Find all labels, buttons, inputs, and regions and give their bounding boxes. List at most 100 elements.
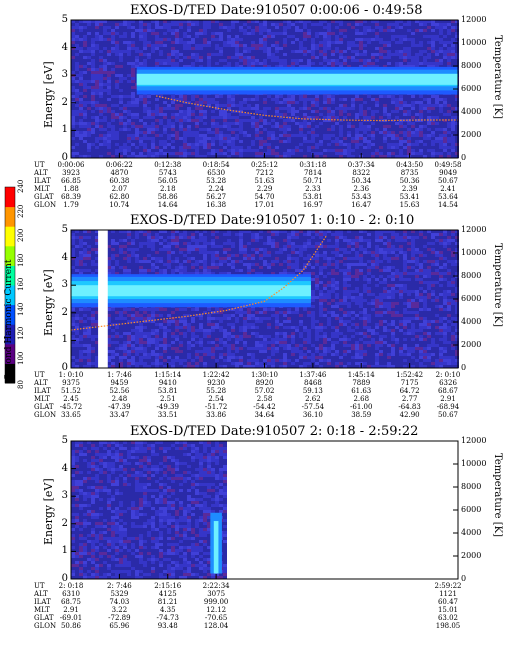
noise-cell [199, 146, 203, 149]
noise-cell [447, 140, 451, 143]
noise-cell [431, 113, 435, 116]
noise-cell [439, 134, 443, 137]
noise-cell [127, 29, 131, 32]
noise-cell [271, 137, 275, 140]
noise-cell [259, 152, 263, 155]
ephemeris-cell: 6530 [207, 169, 226, 177]
noise-cell [127, 113, 131, 116]
ephemeris-cell: 0:25:12 [251, 161, 278, 169]
noise-cell [435, 152, 439, 155]
noise-cell [87, 101, 91, 104]
noise-cell [115, 104, 119, 107]
noise-cell [327, 23, 331, 26]
noise-cell [127, 98, 131, 101]
noise-cell [99, 56, 103, 59]
noise-cell [139, 59, 143, 62]
noise-cell [235, 140, 239, 143]
noise-cell [91, 89, 95, 92]
noise-cell [323, 26, 327, 29]
ytick-right-label: 10000 [461, 38, 487, 47]
noise-cell [87, 347, 91, 350]
noise-cell [307, 20, 311, 23]
noise-cell [71, 242, 75, 245]
noise-cell [127, 26, 131, 29]
noise-cell [295, 62, 299, 65]
noise-cell [359, 23, 363, 26]
noise-cell [239, 134, 243, 137]
noise-cell [287, 50, 291, 53]
noise-cell [231, 140, 235, 143]
noise-cell [71, 50, 75, 53]
noise-cell [307, 137, 311, 140]
noise-cell [167, 137, 171, 140]
noise-cell [271, 101, 275, 104]
noise-cell [183, 107, 187, 110]
noise-cell [175, 65, 179, 68]
noise-cell [119, 98, 123, 101]
noise-cell [91, 35, 95, 38]
noise-cell [439, 152, 443, 155]
noise-cell [395, 107, 399, 110]
noise-cell [199, 20, 203, 23]
noise-cell [367, 32, 371, 35]
noise-cell [431, 38, 435, 41]
noise-cell [119, 92, 123, 95]
noise-cell [107, 89, 111, 92]
noise-cell [387, 20, 391, 23]
noise-cell [243, 38, 247, 41]
noise-cell [243, 35, 247, 38]
noise-cell [79, 146, 83, 149]
noise-cell [287, 134, 291, 137]
noise-cell [91, 140, 95, 143]
noise-cell [351, 65, 355, 68]
noise-cell [443, 95, 447, 98]
noise-cell [91, 155, 95, 158]
noise-cell [107, 50, 111, 53]
noise-cell [139, 32, 143, 35]
noise-cell [379, 128, 383, 131]
noise-cell [251, 107, 255, 110]
noise-cell [143, 140, 147, 143]
noise-cell [255, 146, 259, 149]
noise-cell [87, 359, 91, 362]
noise-cell [303, 41, 307, 44]
noise-cell [95, 335, 99, 338]
noise-cell [91, 335, 95, 338]
noise-cell [267, 107, 271, 110]
noise-cell [211, 50, 215, 53]
noise-cell [231, 128, 235, 131]
noise-cell [375, 146, 379, 149]
noise-cell [183, 47, 187, 50]
noise-cell [71, 98, 75, 101]
noise-cell [191, 140, 195, 143]
noise-cell [427, 20, 431, 23]
noise-cell [403, 32, 407, 35]
noise-cell [351, 143, 355, 146]
noise-cell [83, 149, 87, 152]
noise-cell [95, 146, 99, 149]
noise-cell [391, 149, 395, 152]
noise-cell [275, 119, 279, 122]
noise-cell [447, 149, 451, 152]
noise-cell [223, 53, 227, 56]
noise-cell [75, 248, 79, 251]
noise-cell [131, 29, 135, 32]
noise-cell [235, 65, 239, 68]
noise-cell [343, 26, 347, 29]
noise-cell [87, 29, 91, 32]
noise-cell [79, 98, 83, 101]
noise-cell [415, 62, 419, 65]
noise-cell [343, 56, 347, 59]
noise-cell [399, 59, 403, 62]
noise-cell [303, 62, 307, 65]
noise-cell [207, 140, 211, 143]
ytick-left-label: 0 [61, 152, 68, 163]
noise-cell [235, 41, 239, 44]
noise-cell [79, 257, 83, 260]
noise-cell [451, 38, 455, 41]
noise-cell [91, 32, 95, 35]
noise-cell [223, 122, 227, 125]
noise-cell [107, 104, 111, 107]
noise-cell [215, 26, 219, 29]
noise-cell [339, 113, 343, 116]
